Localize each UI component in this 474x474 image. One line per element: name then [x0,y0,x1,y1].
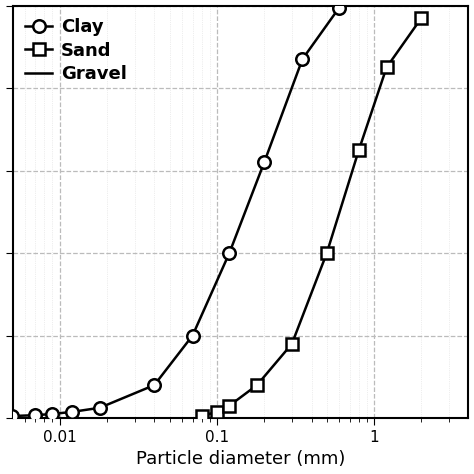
X-axis label: Particle diameter (mm): Particle diameter (mm) [136,450,345,468]
Legend: Clay, Sand, Gravel: Clay, Sand, Gravel [21,15,131,87]
